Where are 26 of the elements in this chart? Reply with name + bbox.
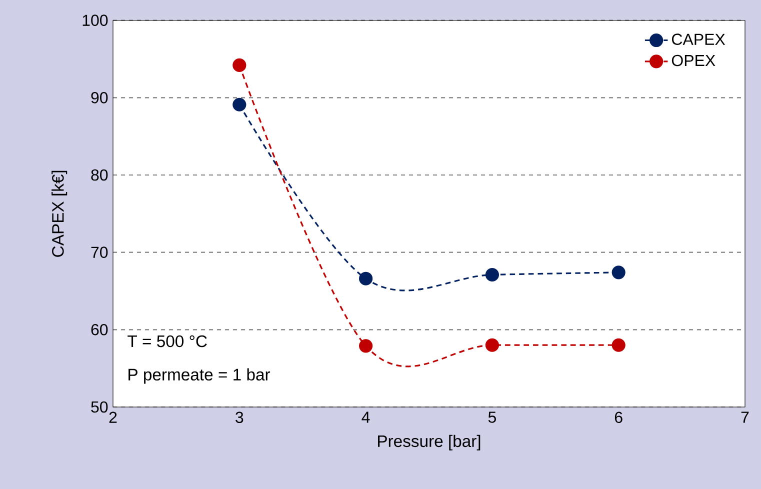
x-tick-label: 2 (109, 412, 117, 423)
point (232, 58, 246, 72)
y-tick-label: 60 (91, 324, 108, 336)
legend-label: OPEX (672, 54, 716, 66)
x-tick-label: 4 (362, 412, 370, 423)
point (612, 266, 626, 280)
point (612, 338, 626, 352)
point (485, 268, 499, 282)
legend-label: CAPEX (672, 34, 726, 45)
x-tick-label: 7 (741, 412, 749, 423)
point (232, 98, 246, 112)
y-tick-label: 100 (82, 14, 108, 26)
annotation: P permeate = 1 bar (128, 368, 270, 384)
point (485, 338, 499, 352)
y-tick-label: 50 (91, 401, 108, 413)
y-tick-label: 80 (91, 169, 108, 181)
y-tick-label: 90 (91, 92, 108, 104)
y-tick-label: 70 (91, 246, 108, 258)
x-axis-title: Pressure [bar] (378, 434, 480, 450)
point (359, 339, 373, 353)
x-tick-label: 3 (236, 412, 244, 424)
annotation: T = 500 °C (128, 335, 207, 348)
y-axis-title: CAPEX [k€] (52, 170, 68, 257)
x-tick-label: 6 (614, 412, 622, 424)
point (359, 272, 373, 286)
x-tick-label: 5 (488, 412, 496, 423)
